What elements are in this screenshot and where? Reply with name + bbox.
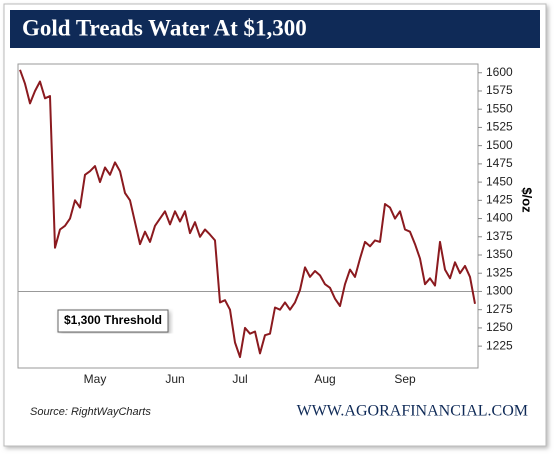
y-tick-label: 1575 (486, 83, 513, 97)
y-tick-label: 1600 (486, 65, 513, 79)
y-tick-label: 1275 (486, 302, 513, 316)
x-tick-label: Jul (232, 372, 247, 386)
y-tick-label: 1525 (486, 120, 513, 134)
y-tick-label: 1500 (486, 138, 513, 152)
y-tick-label: 1325 (486, 265, 513, 279)
y-tick-label: 1225 (486, 338, 513, 352)
y-tick-label: 1375 (486, 229, 513, 243)
title-bar (10, 10, 540, 48)
source: Source: RightWayCharts (30, 406, 151, 418)
y-tick-label: 1425 (486, 192, 513, 206)
threshold-box (57, 309, 169, 333)
footer: WWW.AGORAFINANCIAL.COM (297, 403, 528, 420)
chart-title: Gold Treads Water At $1,300 (22, 15, 307, 40)
x-tick-label: Aug (314, 372, 335, 386)
y-tick-label: 1300 (486, 284, 513, 298)
y-tick-label: 1350 (486, 247, 513, 261)
price-line (19, 69, 476, 359)
y-tick-label: 1550 (486, 101, 513, 115)
y-tick-label: 1250 (486, 320, 513, 334)
x-tick-label: Sep (394, 372, 416, 386)
x-tick-label: Jun (165, 372, 184, 386)
y-tick-label: 1475 (486, 156, 513, 170)
y-tick-label: 1450 (486, 174, 513, 188)
y-tick-label: 1400 (486, 211, 513, 225)
y-axis-label: $/oz (520, 187, 535, 213)
threshold-label: $1,300 Threshold (64, 313, 162, 327)
x-tick-label: May (84, 372, 107, 386)
